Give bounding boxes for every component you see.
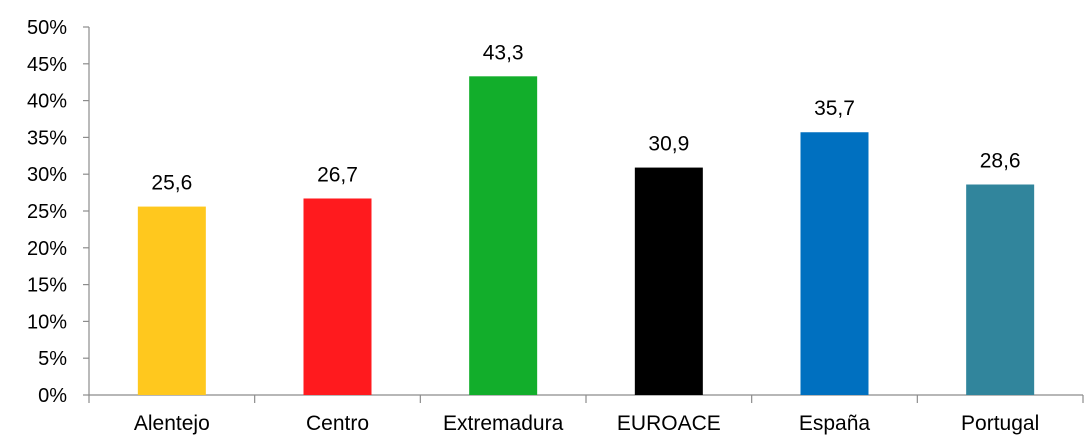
y-tick-label: 40% (27, 91, 67, 113)
data-labels: 25,6 26,7 43,3 30,9 35,7 28,6 (151, 41, 1020, 194)
data-label: 30,9 (648, 133, 689, 156)
y-tick-label: 0% (38, 385, 67, 407)
bar (634, 167, 703, 395)
y-tick-label: 15% (27, 275, 67, 297)
bar (966, 184, 1035, 395)
data-label: 26,7 (317, 163, 358, 186)
y-tick-label: 50% (27, 17, 67, 39)
x-axis: Alentejo Centro Extremadura EUROACE España Po… (88, 394, 1084, 435)
bar (800, 132, 869, 396)
bar (303, 198, 372, 395)
x-tick-label: EUROACE (617, 412, 721, 435)
x-tick-label: Centro (306, 412, 369, 435)
data-label: 25,6 (151, 172, 192, 195)
x-tick-label: Alentejo (134, 412, 210, 435)
y-tick-label: 5% (38, 348, 67, 370)
y-tick-label: 45% (27, 54, 67, 76)
y-tick-label: 35% (27, 127, 67, 149)
bar (469, 76, 538, 395)
x-tick-label: España (799, 412, 871, 435)
bar (137, 206, 206, 395)
data-label: 28,6 (980, 150, 1021, 173)
y-tick-label: 25% (27, 201, 67, 223)
y-tick-label: 30% (27, 164, 67, 186)
data-label: 43,3 (483, 41, 524, 64)
y-axis: 0% 5% 10% 15% 20% 25% 30% 35% 40% 45% 50% (27, 17, 90, 407)
x-tick-label: Portugal (961, 412, 1039, 435)
y-tick-label: 10% (27, 311, 67, 333)
data-label: 35,7 (814, 97, 855, 120)
x-tick-label: Extremadura (443, 412, 564, 435)
y-tick-label: 20% (27, 238, 67, 260)
bars (137, 76, 1035, 396)
